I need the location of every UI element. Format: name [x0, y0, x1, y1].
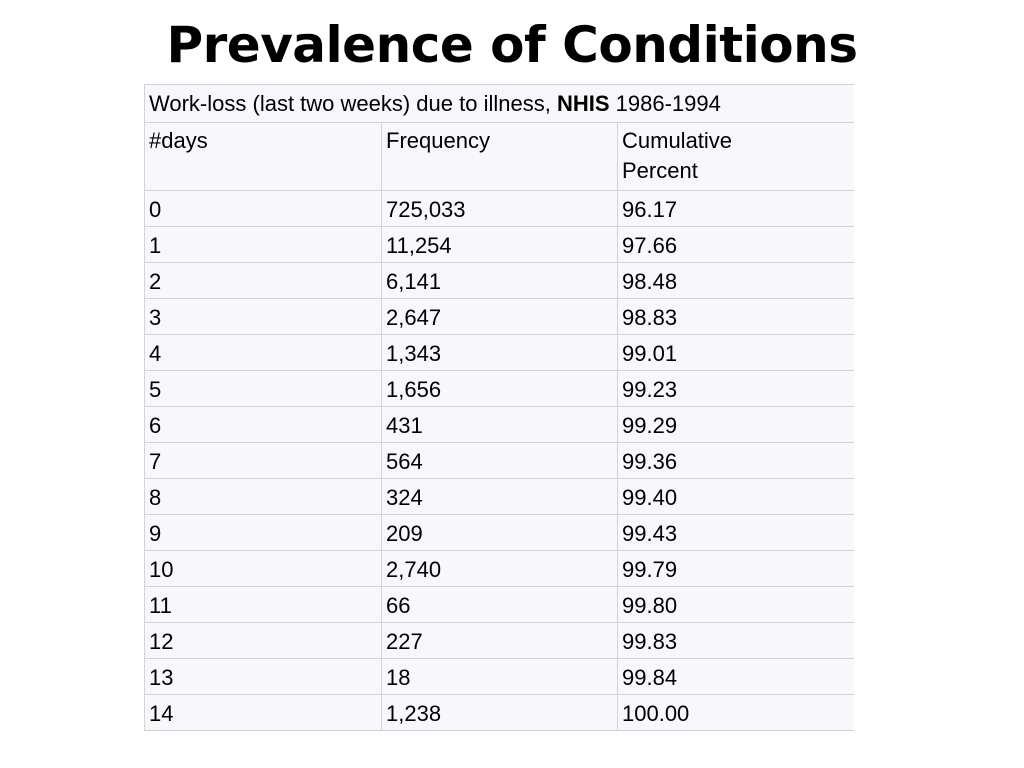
header-cumulative-percent: Cumulative Percent	[617, 122, 854, 191]
cell-frequency: 431	[381, 406, 618, 443]
cell-frequency: 18	[381, 658, 618, 695]
cell-cumulative-percent: 99.36	[617, 442, 854, 479]
caption-years: 1986-1994	[615, 91, 721, 116]
table-row: 14 1,238 100.00	[144, 694, 854, 731]
table-caption: Work-loss (last two weeks) due to illnes…	[144, 84, 854, 123]
cell-days: 4	[144, 334, 382, 371]
cell-frequency: 2,740	[381, 550, 618, 587]
cell-cumulative-percent: 99.84	[617, 658, 854, 695]
work-loss-table: Work-loss (last two weeks) due to illnes…	[144, 84, 854, 731]
cell-days: 13	[144, 658, 382, 695]
cell-days: 5	[144, 370, 382, 407]
cell-days: 12	[144, 622, 382, 659]
caption-prefix: Work-loss (last two weeks) due to illnes…	[149, 91, 551, 116]
cell-cumulative-percent: 98.83	[617, 298, 854, 335]
cell-cumulative-percent: 99.40	[617, 478, 854, 515]
cell-days: 2	[144, 262, 382, 299]
table-row: 6 431 99.29	[144, 406, 854, 443]
table-row: 8 324 99.40	[144, 478, 854, 515]
cell-days: 7	[144, 442, 382, 479]
cell-cumulative-percent: 100.00	[617, 694, 854, 731]
cell-frequency: 227	[381, 622, 618, 659]
cell-frequency: 2,647	[381, 298, 618, 335]
slide-title: Prevalence of Conditions	[166, 16, 858, 74]
cell-days: 8	[144, 478, 382, 515]
table-row: 12 227 99.83	[144, 622, 854, 659]
cell-days: 6	[144, 406, 382, 443]
table-row: 7 564 99.36	[144, 442, 854, 479]
cell-frequency: 1,343	[381, 334, 618, 371]
table-row: 13 18 99.84	[144, 658, 854, 695]
cell-cumulative-percent: 99.29	[617, 406, 854, 443]
table-row: 11 66 99.80	[144, 586, 854, 623]
cell-days: 0	[144, 190, 382, 227]
cell-days: 10	[144, 550, 382, 587]
header-days: #days	[144, 122, 382, 191]
header-frequency: Frequency	[381, 122, 618, 191]
cell-cumulative-percent: 99.01	[617, 334, 854, 371]
table-caption-row: Work-loss (last two weeks) due to illnes…	[144, 84, 854, 123]
table-row: 1 11,254 97.66	[144, 226, 854, 263]
cell-days: 3	[144, 298, 382, 335]
table-row: 9 209 99.43	[144, 514, 854, 551]
cell-cumulative-percent: 99.83	[617, 622, 854, 659]
table-row: 5 1,656 99.23	[144, 370, 854, 407]
caption-source: NHIS	[556, 91, 610, 116]
cell-cumulative-percent: 97.66	[617, 226, 854, 263]
cell-frequency: 564	[381, 442, 618, 479]
cell-cumulative-percent: 99.43	[617, 514, 854, 551]
cell-frequency: 66	[381, 586, 618, 623]
table-row: 4 1,343 99.01	[144, 334, 854, 371]
cell-frequency: 6,141	[381, 262, 618, 299]
table-row: 0 725,033 96.17	[144, 190, 854, 227]
cell-cumulative-percent: 99.23	[617, 370, 854, 407]
table-row: 2 6,141 98.48	[144, 262, 854, 299]
table-header-row: #days Frequency Cumulative Percent	[144, 122, 854, 191]
cell-frequency: 1,656	[381, 370, 618, 407]
cell-frequency: 209	[381, 514, 618, 551]
cell-frequency: 725,033	[381, 190, 618, 227]
table-row: 3 2,647 98.83	[144, 298, 854, 335]
table-container: Work-loss (last two weeks) due to illnes…	[144, 84, 854, 768]
cell-frequency: 324	[381, 478, 618, 515]
table-row: 10 2,740 99.79	[144, 550, 854, 587]
cell-cumulative-percent: 96.17	[617, 190, 854, 227]
cell-cumulative-percent: 99.79	[617, 550, 854, 587]
cell-cumulative-percent: 99.80	[617, 586, 854, 623]
cell-cumulative-percent: 98.48	[617, 262, 854, 299]
cell-frequency: 1,238	[381, 694, 618, 731]
cell-days: 14	[144, 694, 382, 731]
cell-frequency: 11,254	[381, 226, 618, 263]
cell-days: 1	[144, 226, 382, 263]
cell-days: 11	[144, 586, 382, 623]
cell-days: 9	[144, 514, 382, 551]
